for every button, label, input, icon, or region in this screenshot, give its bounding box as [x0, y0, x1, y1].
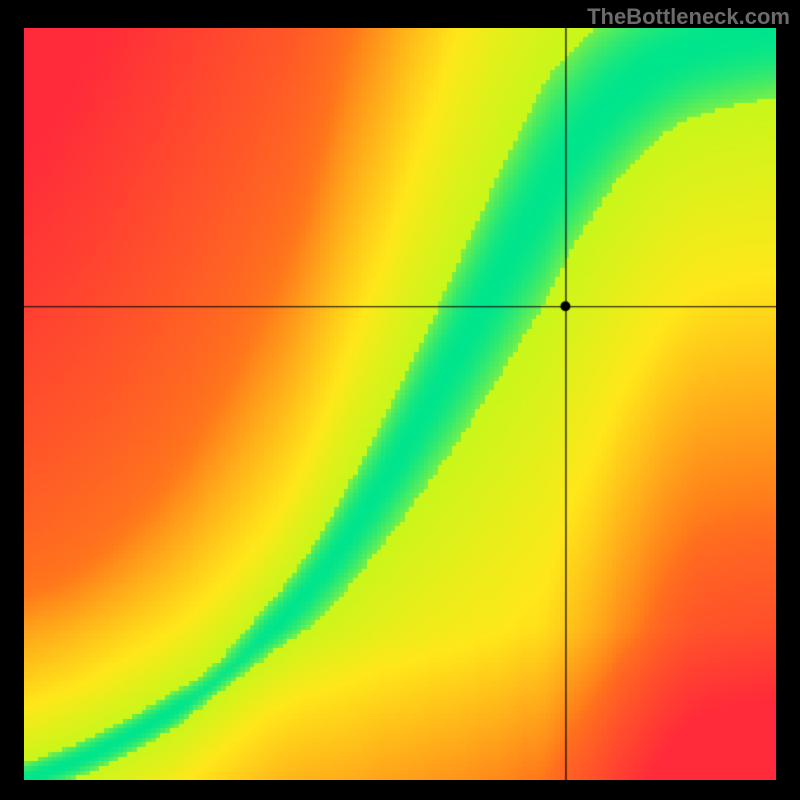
bottleneck-heatmap	[24, 28, 776, 780]
chart-container: TheBottleneck.com	[0, 0, 800, 800]
watermark-text: TheBottleneck.com	[587, 4, 790, 30]
